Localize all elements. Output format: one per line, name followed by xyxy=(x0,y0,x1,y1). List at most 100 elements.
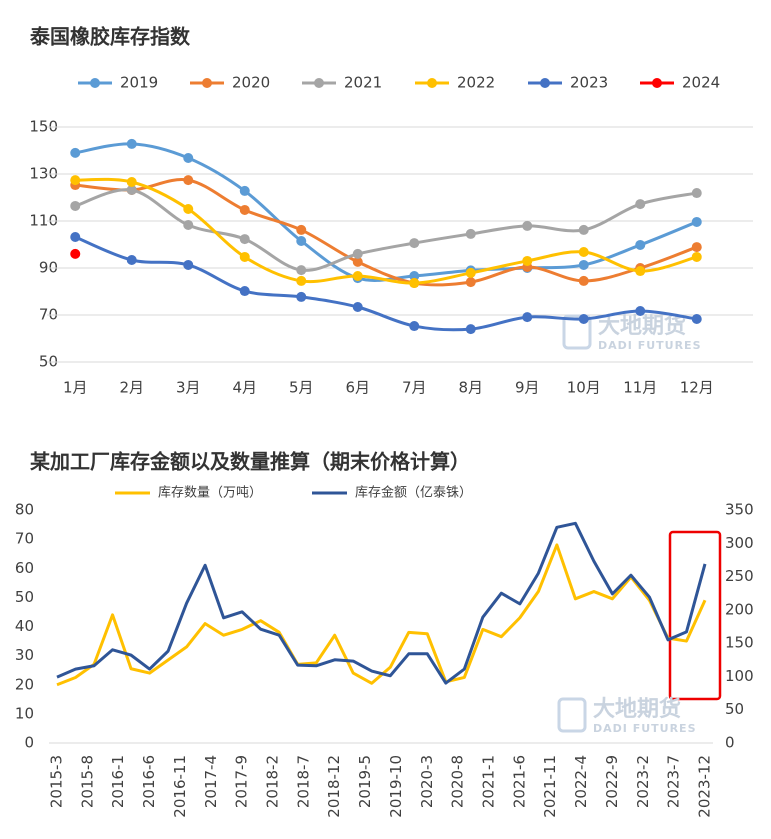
x-tick-label: 2018-12 xyxy=(325,755,343,818)
legend-marker xyxy=(652,78,662,88)
data-point xyxy=(183,219,194,230)
legend-label: 2019 xyxy=(120,74,158,92)
x-tick-label: 11月 xyxy=(623,379,657,397)
y-tick-label: 10 xyxy=(15,704,34,722)
data-point xyxy=(522,312,533,323)
x-tick-label: 8月 xyxy=(458,379,483,397)
legend-marker xyxy=(314,78,324,88)
x-tick-label: 10月 xyxy=(567,379,601,397)
data-point xyxy=(70,147,81,158)
data-point xyxy=(70,175,81,186)
x-tick-label: 2015-8 xyxy=(78,755,96,808)
data-point xyxy=(691,216,702,227)
series-line xyxy=(56,543,707,687)
legend-label: 2022 xyxy=(457,74,495,92)
data-point xyxy=(239,185,250,196)
data-point xyxy=(296,224,307,235)
data-point xyxy=(522,255,533,266)
y-tick-label: 80 xyxy=(15,501,34,519)
data-point xyxy=(465,267,476,278)
x-tick-label: 2022-4 xyxy=(572,755,590,808)
x-tick-label: 12月 xyxy=(680,379,714,397)
y2-tick-label: 250 xyxy=(725,567,754,585)
data-point xyxy=(635,199,646,210)
watermark-logo xyxy=(562,314,592,350)
x-tick-label: 2023-12 xyxy=(696,755,714,818)
x-tick-label: 7月 xyxy=(402,379,427,397)
data-point xyxy=(126,255,137,266)
data-point xyxy=(70,231,81,242)
data-point xyxy=(409,321,420,332)
data-point xyxy=(126,184,137,195)
x-tick-label: 2月 xyxy=(119,379,144,397)
data-point xyxy=(578,313,589,324)
data-point xyxy=(296,291,307,302)
data-point xyxy=(183,153,194,164)
legend-label: 2024 xyxy=(682,74,720,92)
data-point xyxy=(126,176,137,187)
x-tick-label: 2018-7 xyxy=(294,755,312,808)
data-point xyxy=(183,204,194,215)
data-point xyxy=(183,175,194,186)
data-point xyxy=(578,275,589,286)
data-point xyxy=(239,286,250,297)
data-point xyxy=(352,248,363,259)
y-tick-label: 40 xyxy=(15,617,34,635)
data-point xyxy=(239,234,250,245)
data-point xyxy=(352,256,363,267)
x-tick-label: 2016-1 xyxy=(109,755,127,808)
legend-marker xyxy=(90,78,100,88)
data-point xyxy=(296,275,307,286)
x-tick-label: 2016-11 xyxy=(171,755,189,818)
legend-marker xyxy=(540,78,550,88)
y-tick-label: 110 xyxy=(29,212,58,230)
watermark: 大地期货 xyxy=(598,313,686,339)
y-tick-label: 20 xyxy=(15,675,34,693)
data-point xyxy=(352,270,363,281)
chart-title: 某加工厂库存金额以及数量推算（期末价格计算） xyxy=(30,450,470,474)
data-point xyxy=(409,278,420,289)
y2-tick-label: 200 xyxy=(725,600,754,618)
data-point xyxy=(352,302,363,313)
x-tick-label: 6月 xyxy=(345,379,370,397)
x-tick-label: 9月 xyxy=(515,379,540,397)
data-point xyxy=(239,204,250,215)
x-tick-label: 2020-8 xyxy=(449,755,467,808)
x-tick-label: 5月 xyxy=(289,379,314,397)
x-tick-label: 2020-3 xyxy=(418,755,436,808)
legend-label: 库存金额（亿泰铢） xyxy=(355,485,472,501)
data-point xyxy=(409,270,420,281)
data-point xyxy=(691,188,702,199)
data-point xyxy=(522,220,533,231)
legend-label: 2020 xyxy=(232,74,270,92)
chart-title: 泰国橡胶库存指数 xyxy=(29,25,191,49)
x-tick-label: 4月 xyxy=(232,379,257,397)
data-point xyxy=(635,266,646,277)
x-tick-label: 2017-9 xyxy=(233,755,251,808)
legend-label: 库存数量（万吨） xyxy=(158,485,262,501)
y2-tick-label: 300 xyxy=(725,534,754,552)
series-line xyxy=(74,235,697,332)
x-tick-label: 2019-5 xyxy=(356,755,374,808)
y-tick-label: 60 xyxy=(15,559,34,577)
data-point xyxy=(296,235,307,246)
data-point xyxy=(635,306,646,317)
data-point xyxy=(691,251,702,262)
y2-tick-label: 0 xyxy=(725,734,735,752)
data-point xyxy=(183,259,194,270)
data-point xyxy=(465,228,476,239)
x-tick-label: 2018-2 xyxy=(264,755,282,808)
y-tick-label: 130 xyxy=(29,165,58,183)
legend-marker xyxy=(202,78,212,88)
data-point xyxy=(409,238,420,249)
series-line xyxy=(56,521,707,685)
watermark-sub: DADI FUTURES xyxy=(598,339,702,352)
x-tick-label: 2021-6 xyxy=(510,755,528,808)
data-point xyxy=(465,277,476,288)
x-tick-label: 2022-9 xyxy=(603,755,621,808)
data-point xyxy=(70,200,81,211)
legend-marker xyxy=(427,78,437,88)
data-point xyxy=(691,313,702,324)
x-tick-label: 1月 xyxy=(63,379,88,397)
